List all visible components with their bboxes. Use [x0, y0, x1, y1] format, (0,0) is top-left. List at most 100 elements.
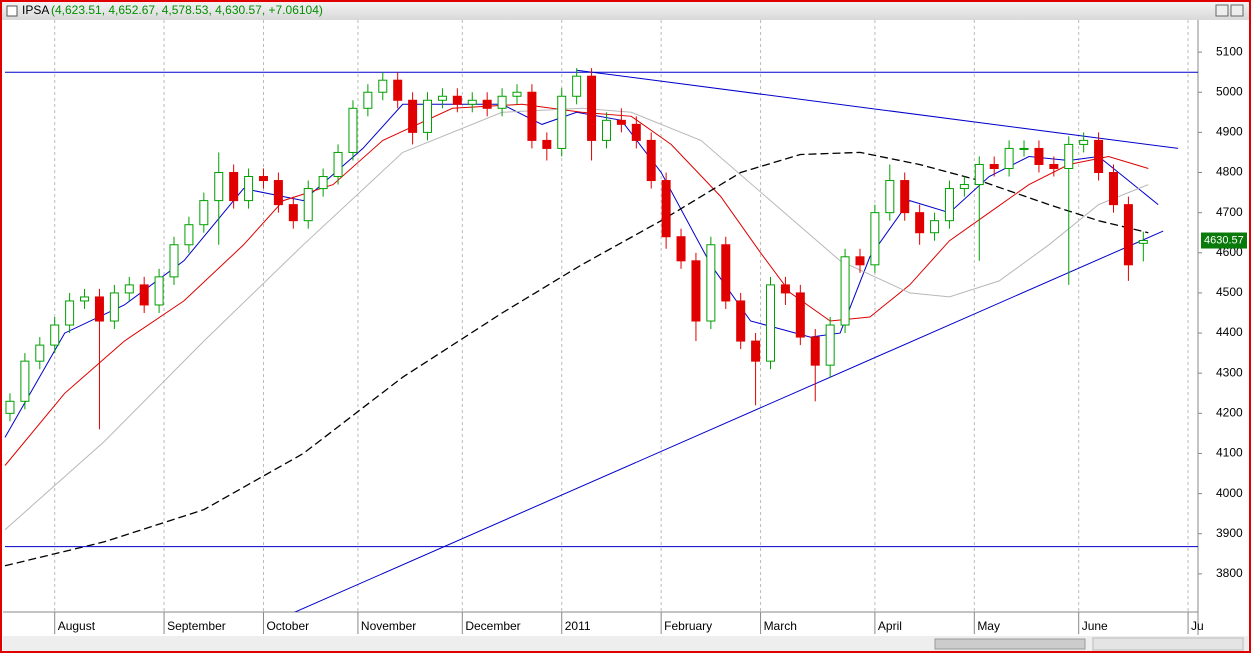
candle-body	[65, 300, 75, 326]
candle-body	[512, 91, 522, 97]
candle-body	[944, 188, 954, 222]
candle-body	[587, 75, 597, 141]
candle-body	[1064, 143, 1074, 170]
x-tick-label: Ju	[1191, 619, 1204, 633]
candle-body	[870, 212, 880, 266]
candle-body	[273, 180, 283, 206]
candle-body	[258, 176, 268, 182]
candle-body	[333, 151, 343, 178]
candle-body	[437, 95, 447, 101]
candle-body	[810, 336, 820, 366]
candle-body	[452, 95, 462, 105]
candle-body	[318, 176, 328, 190]
restore-button[interactable]	[1215, 4, 1229, 17]
title-bar	[2, 2, 1249, 20]
candle-body	[5, 400, 15, 414]
candle-body	[1019, 147, 1029, 150]
candle-body	[94, 296, 104, 322]
candle-body	[601, 119, 611, 141]
overlay-line	[4, 151, 1149, 567]
candle-body	[721, 244, 731, 302]
candle-body	[900, 180, 910, 214]
candle-body	[303, 188, 313, 222]
x-tick-label: April	[878, 619, 902, 633]
candle-body	[557, 95, 567, 149]
y-tick-label: 5000	[1216, 84, 1243, 98]
candle-body	[1049, 163, 1059, 170]
candle-body	[572, 75, 582, 97]
candle-body	[1079, 139, 1089, 145]
candle-body	[109, 292, 119, 322]
x-tick-label: September	[167, 619, 226, 633]
candle-body	[467, 99, 477, 105]
candle-body	[1138, 240, 1148, 244]
candle-body	[199, 200, 209, 226]
y-tick-label: 3800	[1216, 566, 1243, 580]
candle-body	[766, 284, 776, 362]
last-price-label: 4630.57	[1204, 234, 1244, 246]
candle-body	[974, 163, 984, 186]
candle-body	[930, 220, 940, 234]
candle-body	[542, 139, 552, 149]
candle-body	[1094, 139, 1104, 174]
candle-body	[1034, 147, 1044, 165]
candle-body	[1108, 172, 1118, 206]
candle-body	[393, 79, 403, 101]
candle-body	[288, 204, 298, 222]
candle-body	[631, 123, 641, 141]
x-tick-label: 2011	[565, 619, 591, 633]
y-tick-label: 4800	[1216, 165, 1243, 179]
candle-body	[840, 256, 850, 326]
candle-body	[363, 91, 373, 109]
candle-body	[80, 296, 90, 302]
candle-body	[1123, 204, 1133, 266]
last-price-box	[1201, 232, 1247, 249]
candle-body	[915, 212, 925, 234]
candle-body	[482, 99, 492, 109]
candle-body	[825, 324, 835, 366]
candle-body	[408, 99, 418, 133]
x-tick-label: June	[1082, 619, 1108, 633]
x-tick-label: November	[361, 619, 416, 633]
candle-body	[1004, 147, 1014, 170]
plot-area	[4, 20, 1198, 612]
overlay-line	[293, 230, 1164, 612]
candle-body	[751, 340, 761, 362]
candle-body	[989, 163, 999, 170]
candle-body	[646, 139, 656, 182]
y-tick-label: 4300	[1216, 365, 1243, 379]
navigation-buttons[interactable]	[1092, 637, 1244, 651]
x-tick-label: December	[465, 619, 520, 633]
candle-body	[527, 91, 537, 141]
candle-body	[184, 224, 194, 246]
chart-subtitle: (4,623.51, 4,652.67, 4,578.53, 4,630.57,…	[51, 3, 323, 17]
x-tick-label: February	[664, 619, 712, 633]
window-icon	[6, 5, 18, 17]
candle-body	[661, 180, 671, 238]
y-tick-label: 4700	[1216, 205, 1243, 219]
x-tick-label: October	[266, 619, 309, 633]
candle-body	[139, 284, 149, 306]
x-tick-label: May	[977, 619, 1000, 633]
candle-body	[497, 95, 507, 109]
candle-body	[348, 107, 358, 153]
x-tick-label: August	[58, 619, 96, 633]
candle-body	[35, 344, 45, 362]
y-tick-label: 3900	[1216, 526, 1243, 540]
candle-body	[20, 360, 30, 402]
candle-body	[959, 184, 969, 190]
candle-body	[691, 260, 701, 322]
close-button[interactable]	[1230, 4, 1244, 17]
scrollbar-thumb[interactable]	[934, 638, 1086, 650]
candle-body	[736, 300, 746, 342]
y-tick-label: 4900	[1216, 125, 1243, 139]
candle-body	[124, 284, 134, 294]
candle-body	[795, 292, 805, 338]
candle-body	[855, 256, 865, 266]
candle-body	[50, 324, 60, 346]
candle-body	[780, 284, 790, 294]
chart-title: IPSA	[22, 3, 49, 17]
candle-body	[423, 99, 433, 133]
y-tick-label: 4400	[1216, 325, 1243, 339]
